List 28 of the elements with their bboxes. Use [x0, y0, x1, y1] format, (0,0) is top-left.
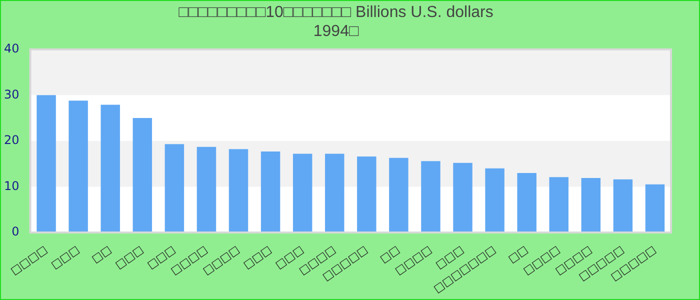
y-tick-label: 10 [4, 178, 20, 193]
bar [196, 146, 216, 232]
bar [228, 149, 248, 232]
bar [581, 178, 601, 232]
bar [389, 158, 408, 232]
text: 1994□ [313, 23, 359, 40]
y-tick-label: 20 [4, 133, 20, 148]
bar [164, 144, 184, 232]
bar [517, 172, 536, 232]
y-tick-label: 0 [12, 224, 20, 239]
bar [549, 177, 568, 232]
bar [100, 104, 120, 232]
bar [421, 161, 440, 232]
bar [453, 162, 472, 232]
bar [357, 156, 376, 232]
bar [485, 168, 504, 232]
bar [132, 118, 152, 232]
bar [292, 154, 312, 232]
bar [260, 151, 280, 232]
y-tick-label: 30 [4, 87, 20, 102]
x-tick-label: □□ [89, 243, 114, 266]
bar [613, 179, 633, 232]
text: □□□□□□□□□10□□□□□□□ Billions U.S. dollars [178, 4, 494, 22]
bar [645, 184, 665, 232]
bar [36, 95, 56, 232]
bar [325, 154, 344, 232]
y-tick-label: 40 [4, 42, 20, 56]
bar [68, 100, 88, 232]
